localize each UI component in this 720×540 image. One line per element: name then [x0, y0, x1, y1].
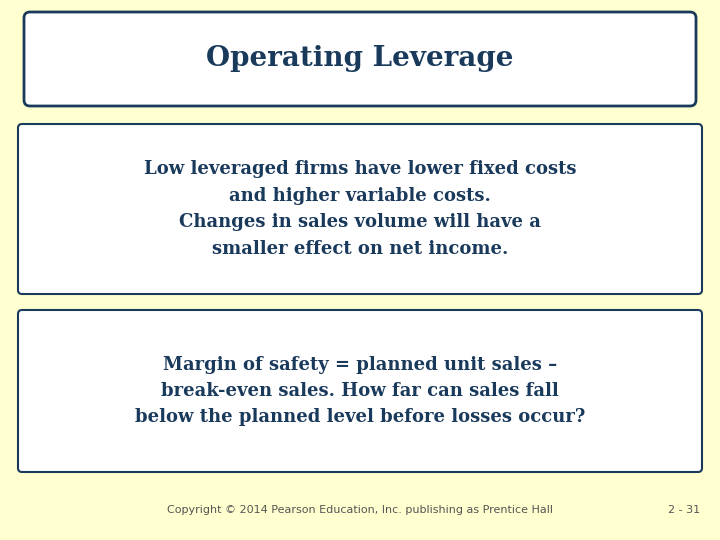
Text: Low leveraged firms have lower fixed costs
and higher variable costs.
Changes in: Low leveraged firms have lower fixed cos… — [144, 160, 576, 258]
Text: Margin of safety = planned unit sales –
break-even sales. How far can sales fall: Margin of safety = planned unit sales – … — [135, 356, 585, 427]
FancyBboxPatch shape — [24, 12, 696, 106]
Text: 2 - 31: 2 - 31 — [668, 505, 700, 515]
FancyBboxPatch shape — [18, 310, 702, 472]
Text: Operating Leverage: Operating Leverage — [206, 45, 514, 72]
FancyBboxPatch shape — [18, 124, 702, 294]
Text: Copyright © 2014 Pearson Education, Inc. publishing as Prentice Hall: Copyright © 2014 Pearson Education, Inc.… — [167, 505, 553, 515]
